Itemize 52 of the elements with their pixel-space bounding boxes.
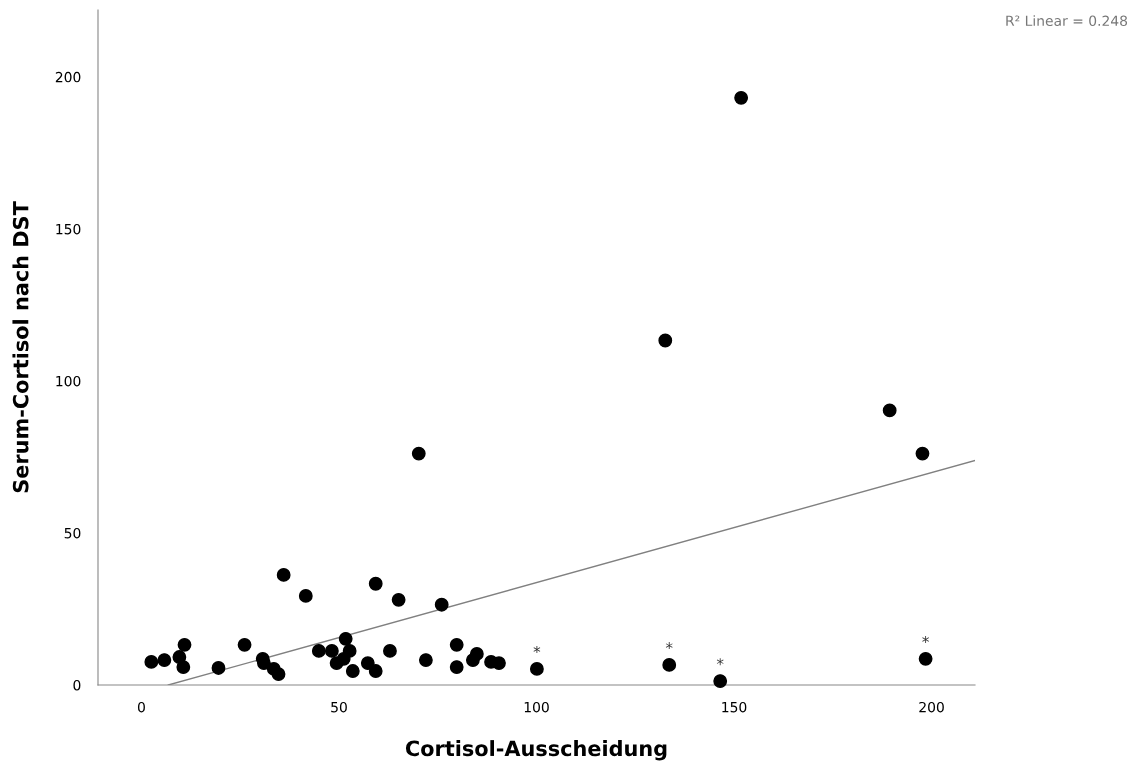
point — [311, 644, 326, 658]
x-tick-label: 0 — [137, 701, 145, 713]
point — [338, 631, 353, 646]
x-tick-label: 100 — [524, 701, 549, 713]
x-tick-label: 50 — [331, 701, 347, 713]
point — [915, 446, 930, 461]
point — [882, 403, 897, 418]
point — [383, 644, 397, 658]
point — [324, 644, 339, 658]
point — [918, 651, 933, 666]
annotation: * — [716, 658, 724, 666]
point — [418, 653, 433, 667]
point — [492, 656, 506, 671]
point — [469, 647, 484, 661]
annotation: * — [922, 636, 929, 643]
point — [662, 658, 677, 672]
point — [237, 637, 252, 652]
point — [368, 664, 383, 678]
point — [734, 90, 749, 105]
annotation: * — [533, 646, 541, 653]
point — [176, 660, 191, 674]
point — [144, 654, 159, 669]
point — [449, 637, 464, 652]
point — [368, 576, 383, 591]
x-tick-label: 200 — [919, 701, 944, 713]
x-tick-label: 150 — [722, 701, 747, 713]
point — [449, 660, 464, 674]
y-tick-label: 100 — [56, 375, 81, 387]
text: R² Linear = 0.248 — [1006, 15, 1128, 27]
point — [276, 568, 291, 582]
y-tick-label: 200 — [55, 71, 81, 83]
point — [298, 589, 313, 603]
y-tick-label: 150 — [56, 223, 81, 235]
point — [360, 656, 375, 671]
point — [411, 446, 426, 461]
point — [271, 667, 286, 681]
point — [177, 637, 192, 652]
point — [434, 597, 449, 612]
annotation: * — [665, 642, 673, 650]
point — [391, 592, 406, 607]
point — [257, 656, 271, 671]
x-axis-title: Cortisol-Ausscheidung — [405, 740, 667, 761]
point — [713, 674, 728, 688]
point — [529, 661, 544, 676]
y-axis-title: Serum-Cortisol nach DST — [12, 201, 29, 493]
y-tick-label: 50 — [64, 527, 81, 539]
point — [157, 653, 172, 667]
point — [658, 333, 673, 348]
y-tick-label: 0 — [73, 679, 81, 691]
point — [342, 644, 357, 658]
point — [345, 664, 360, 678]
point — [211, 661, 226, 675]
